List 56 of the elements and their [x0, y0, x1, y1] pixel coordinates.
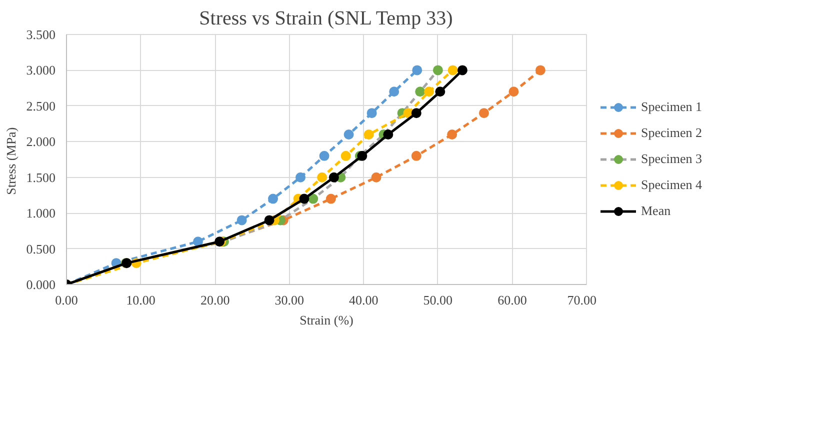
y-tick-label: 1.000	[26, 206, 56, 221]
y-tick-label: 3.000	[26, 62, 56, 78]
point	[415, 86, 426, 97]
point	[508, 86, 519, 97]
point	[264, 215, 274, 226]
point	[319, 150, 330, 161]
x-tick-label: 40.00	[349, 292, 378, 308]
legend-label: Specimen 3	[641, 151, 702, 167]
y-tick-label: 0.000	[26, 277, 56, 292]
point	[296, 172, 306, 182]
point	[435, 86, 446, 97]
point	[383, 130, 394, 140]
point	[411, 150, 422, 161]
x-tick-label: 60.00	[498, 292, 527, 308]
y-tick-label: 1.500	[26, 170, 56, 185]
point	[447, 130, 458, 140]
x-axis-title: Strain (%)	[300, 312, 354, 328]
point	[371, 172, 382, 182]
point	[432, 65, 443, 76]
y-tick-label: 2.000	[26, 134, 56, 150]
point	[411, 108, 422, 118]
point	[424, 86, 434, 97]
point	[389, 86, 400, 97]
chart-title: Stress vs Strain (SNL Temp 33)	[199, 8, 453, 30]
legend-label: Specimen 1	[641, 99, 702, 115]
point	[344, 130, 354, 140]
legend-label: Specimen 2	[641, 125, 702, 141]
point	[357, 150, 368, 161]
point	[268, 194, 278, 204]
point	[412, 65, 422, 76]
point	[317, 172, 328, 182]
point	[478, 108, 489, 118]
y-tick-label: 2.500	[26, 98, 56, 114]
point	[457, 65, 468, 76]
point	[328, 172, 339, 182]
legend-label: Specimen 4	[641, 177, 702, 193]
point	[192, 236, 203, 247]
point	[366, 108, 377, 118]
x-tick-label: 0.00	[55, 292, 78, 308]
y-tick-label: 3.500	[26, 27, 56, 42]
point	[299, 194, 310, 204]
y-tick-label: 0.500	[26, 241, 56, 256]
point	[364, 130, 374, 140]
x-tick-label: 50.00	[423, 292, 453, 308]
point	[308, 194, 318, 204]
y-axis-title: Stress (MPa)	[3, 127, 18, 195]
point	[448, 65, 458, 76]
point	[326, 194, 336, 204]
point	[535, 65, 546, 76]
x-tick-label: 10.00	[126, 292, 156, 308]
x-tick-label: 20.00	[200, 292, 230, 308]
legend-label: Mean	[641, 203, 671, 219]
point	[236, 215, 247, 226]
x-tick-label: 30.00	[274, 292, 304, 308]
x-tick-label: 70.00	[567, 292, 596, 308]
point	[340, 150, 351, 161]
